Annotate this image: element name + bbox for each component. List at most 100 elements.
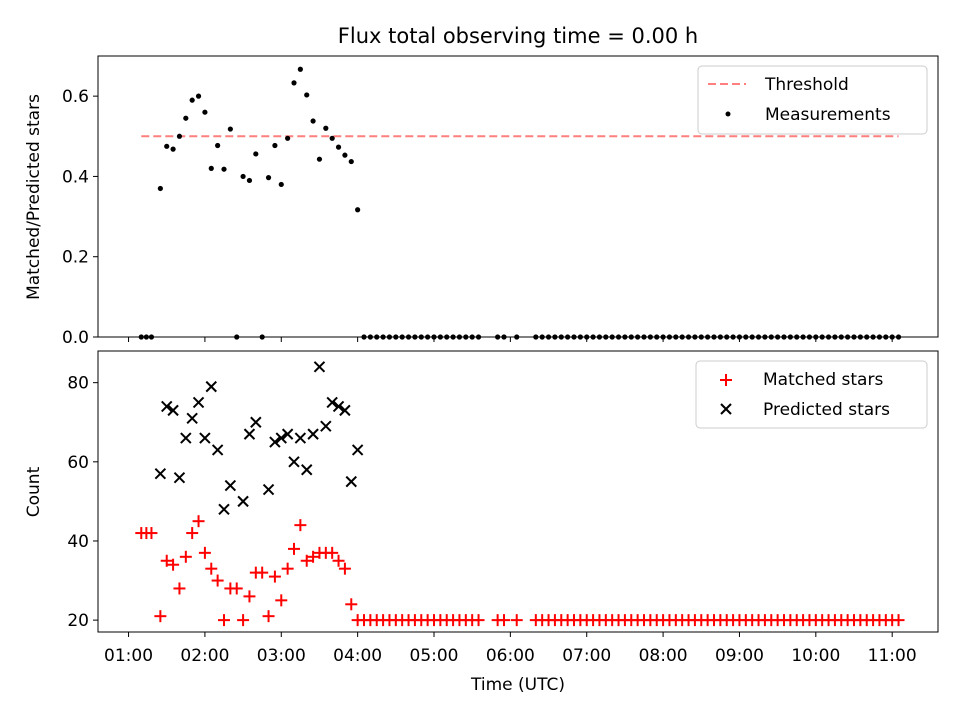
- measurement-point: [195, 93, 202, 99]
- matched-star-point: [262, 610, 275, 623]
- predicted-star-point: [301, 464, 313, 476]
- predicted-star-point: [237, 495, 249, 508]
- chart-title: Flux total observing time = 0.00 h: [338, 24, 698, 48]
- count-plot-frame: [97, 350, 939, 633]
- y-tick-label: 0.2: [62, 248, 89, 268]
- matched-star-point: [198, 546, 211, 559]
- predicted-star-point: [294, 432, 307, 444]
- y-tick-label: 0.0: [62, 328, 89, 348]
- predicted-star-point: [332, 400, 345, 413]
- measurement-point: [202, 109, 208, 115]
- matched-star-point: [892, 614, 905, 627]
- count-marks: [135, 361, 905, 627]
- measurement-point: [316, 156, 323, 162]
- y-tick-label: 60: [67, 453, 89, 473]
- matched-star-point: [300, 554, 313, 567]
- predicted-star-point: [307, 428, 319, 440]
- predicted-star-point: [313, 361, 326, 373]
- matched-star-point: [230, 582, 243, 595]
- predicted-star-point: [269, 436, 281, 448]
- measurement-point: [164, 143, 170, 149]
- matched-star-point: [275, 594, 288, 607]
- matched-star-point: [332, 554, 345, 567]
- predicted-star-point: [167, 404, 179, 417]
- measurement-point: [278, 181, 284, 188]
- legend-threshold-label: Threshold: [764, 75, 849, 95]
- ratio-legend: Threshold Measurements: [697, 65, 928, 135]
- measurement-point: [310, 118, 316, 124]
- matched-star-point: [218, 614, 230, 627]
- predicted-star-point: [320, 420, 332, 432]
- matched-star-point: [186, 527, 199, 540]
- count-legend: Matched stars Predicted stars: [695, 360, 928, 429]
- predicted-star-point: [173, 471, 186, 484]
- measurement-point: [272, 142, 278, 149]
- predicted-star-point: [281, 428, 294, 440]
- matched-star-point: [160, 554, 173, 567]
- matched-star-point: [205, 562, 218, 575]
- matched-star-point: [288, 542, 300, 555]
- matched-star-point: [243, 590, 256, 603]
- matched-star-point: [179, 550, 192, 563]
- measurement-point: [183, 115, 189, 121]
- measurement-point: [240, 173, 246, 180]
- measurement-point: [208, 165, 214, 171]
- measurement-point: [227, 126, 233, 132]
- measurement-point: [329, 135, 335, 141]
- predicted-star-point: [345, 475, 357, 488]
- measurement-point: [189, 97, 195, 103]
- x-tick-label: 02:00: [180, 646, 229, 666]
- matched-star-point: [211, 574, 224, 587]
- predicted-star-point: [211, 444, 224, 456]
- x-tick-label: 08:00: [639, 646, 688, 666]
- measurement-point: [297, 66, 303, 72]
- measurement-point: [176, 133, 183, 139]
- measurement-point: [215, 142, 221, 149]
- matched-star-point: [173, 582, 186, 595]
- predicted-star-point: [351, 444, 364, 456]
- predicted-star-point: [243, 428, 256, 440]
- x-tick-label: 01:00: [104, 646, 153, 666]
- ratio-y-ticks: 0.0 0.2 0.4 0.6: [62, 87, 98, 348]
- matched-star-point: [345, 598, 358, 611]
- ratio-y-axis-label: Matched/Predicted stars: [24, 94, 44, 300]
- ratio-panel: 0.0 0.2 0.4 0.6 Matched/Predicted stars Thr…: [24, 55, 939, 348]
- x-tick-label: 05:00: [410, 646, 459, 666]
- predicted-star-point: [154, 467, 167, 480]
- measurement-point: [265, 175, 272, 181]
- measurement-point: [221, 166, 227, 172]
- predicted-star-point: [224, 479, 237, 492]
- measurement-point: [342, 152, 348, 158]
- predicted-star-point: [275, 432, 287, 444]
- count-legend-box: [695, 360, 928, 429]
- measurement-point: [285, 135, 291, 141]
- predicted-star-point: [262, 483, 275, 496]
- ratio-x-ticks: [128, 337, 893, 342]
- legend-predicted-swatch: [720, 403, 732, 415]
- measurement-point: [246, 177, 253, 184]
- matched-star-point: [237, 614, 250, 627]
- count-x-ticks: 01:00 02:00 03:00 04:00 05:00 06:00 07:00 08:00…: [104, 632, 917, 666]
- measurement-point: [323, 125, 329, 131]
- ratio-plot-frame: [97, 55, 939, 338]
- x-axis-label: Time (UTC): [470, 675, 565, 695]
- matched-star-point: [256, 566, 269, 579]
- matched-star-point: [510, 614, 523, 627]
- predicted-star-point: [199, 432, 211, 444]
- matched-star-point: [154, 610, 167, 623]
- measurement-point: [355, 207, 361, 213]
- predicted-star-point: [339, 404, 351, 417]
- measurement-point: [348, 158, 354, 165]
- matched-star-point: [167, 558, 180, 571]
- count-y-axis-label: Count: [24, 466, 44, 517]
- predicted-star-point: [186, 412, 198, 424]
- x-tick-label: 07:00: [562, 646, 611, 666]
- predicted-star-point: [218, 503, 230, 516]
- x-tick-label: 09:00: [715, 646, 764, 666]
- predicted-star-point: [192, 396, 205, 409]
- measurement-point: [157, 185, 163, 192]
- matched-star-point: [338, 562, 351, 575]
- count-y-ticks: 20 40 60 80: [67, 374, 98, 631]
